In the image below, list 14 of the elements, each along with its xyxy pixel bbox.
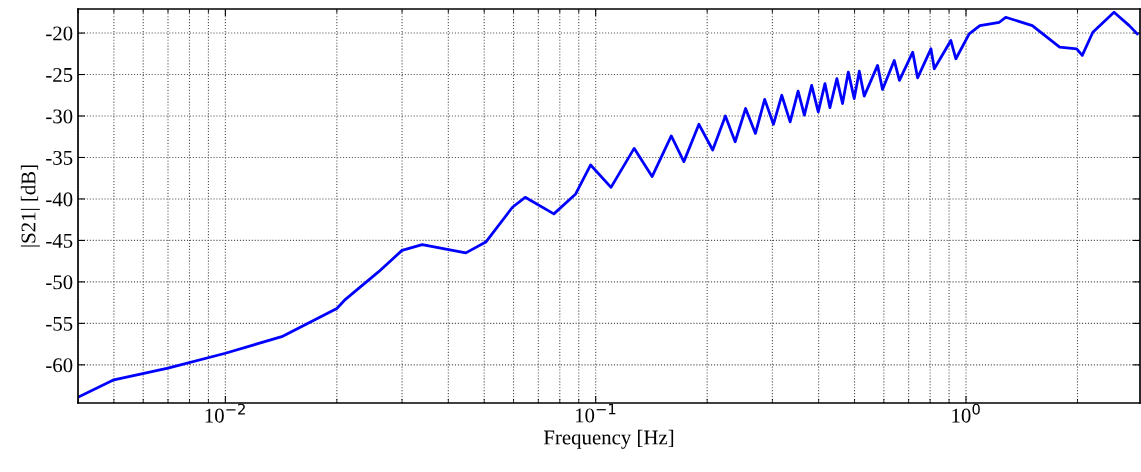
- y-tick-label: -45: [46, 233, 73, 248]
- y-tick-label: -50: [46, 275, 73, 290]
- y-tick-label: -40: [46, 192, 73, 207]
- y-tick-label: -55: [46, 316, 73, 331]
- x-tick-label: 10$^{−2}$: [205, 403, 245, 423]
- y-tick-label: -30: [46, 109, 73, 124]
- y-tick-label: -25: [46, 67, 73, 82]
- y-axis-title: |S21| [dB]: [20, 165, 40, 247]
- x-tick-label: 10$^{0}$: [952, 403, 980, 423]
- x-axis-title: Frequency [Hz]: [543, 429, 674, 449]
- y-tick-label: -20: [46, 26, 73, 41]
- x-tick-label: 10$^{−1}$: [575, 403, 616, 423]
- y-tick-label: -60: [46, 358, 73, 373]
- y-tick-label: -35: [46, 150, 73, 165]
